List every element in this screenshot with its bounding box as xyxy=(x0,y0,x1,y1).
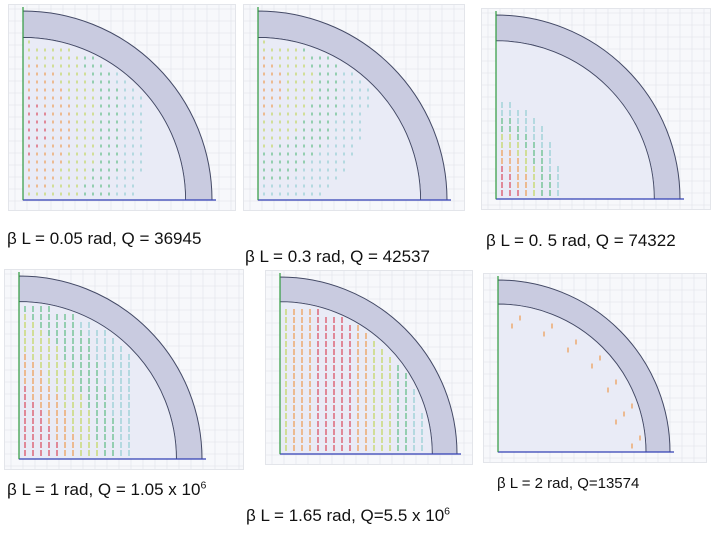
caption-5-text: β L = 1.65 rad, Q=5.5 x 10 xyxy=(246,506,445,525)
field-plot-6 xyxy=(484,274,706,462)
field-arrows xyxy=(263,40,369,196)
axis-triad xyxy=(497,276,674,453)
field-arrows xyxy=(501,102,559,196)
field-panel-1 xyxy=(8,4,236,211)
field-plot-5 xyxy=(266,271,472,464)
field-panel-5 xyxy=(265,270,473,465)
field-plot-3 xyxy=(482,9,710,209)
caption-6: β L = 2 rad, Q=13574 xyxy=(497,475,640,492)
inner-disc xyxy=(497,303,647,453)
axis-triad xyxy=(257,7,451,201)
caption-4-text: β L = 1 rad, Q = 1.05 x 10 xyxy=(7,480,201,499)
inner-disc xyxy=(495,40,655,200)
inner-disc xyxy=(18,301,177,460)
inner-disc xyxy=(22,37,186,201)
field-plot-4 xyxy=(5,270,243,469)
field-arrows xyxy=(24,306,130,456)
field-panel-2 xyxy=(243,4,465,211)
field-plot-1 xyxy=(9,5,235,210)
field-arrows xyxy=(285,309,423,451)
caption-2: β L = 0.3 rad, Q = 42537 xyxy=(245,247,430,266)
caption-5: β L = 1.65 rad, Q=5.5 x 106 xyxy=(246,505,451,525)
field-panel-4 xyxy=(4,269,244,470)
caption-4-exponent: 6 xyxy=(200,479,207,492)
axis-triad xyxy=(495,11,684,200)
caption-4: β L = 1 rad, Q = 1.05 x 106 xyxy=(7,479,207,499)
inner-disc xyxy=(257,37,421,201)
field-arrows xyxy=(511,315,641,449)
field-panel-6 xyxy=(483,273,707,463)
caption-1: β L = 0.05 rad, Q = 36945 xyxy=(7,229,202,248)
axis-triad xyxy=(22,7,216,201)
caption-5-exponent: 6 xyxy=(444,505,451,518)
field-arrows xyxy=(28,40,142,196)
field-panel-3 xyxy=(481,8,711,210)
field-plot-2 xyxy=(244,5,464,210)
axis-triad xyxy=(279,273,461,455)
inner-disc xyxy=(279,301,433,455)
axis-triad xyxy=(18,272,206,460)
caption-3: β L = 0. 5 rad, Q = 74322 xyxy=(486,231,676,250)
